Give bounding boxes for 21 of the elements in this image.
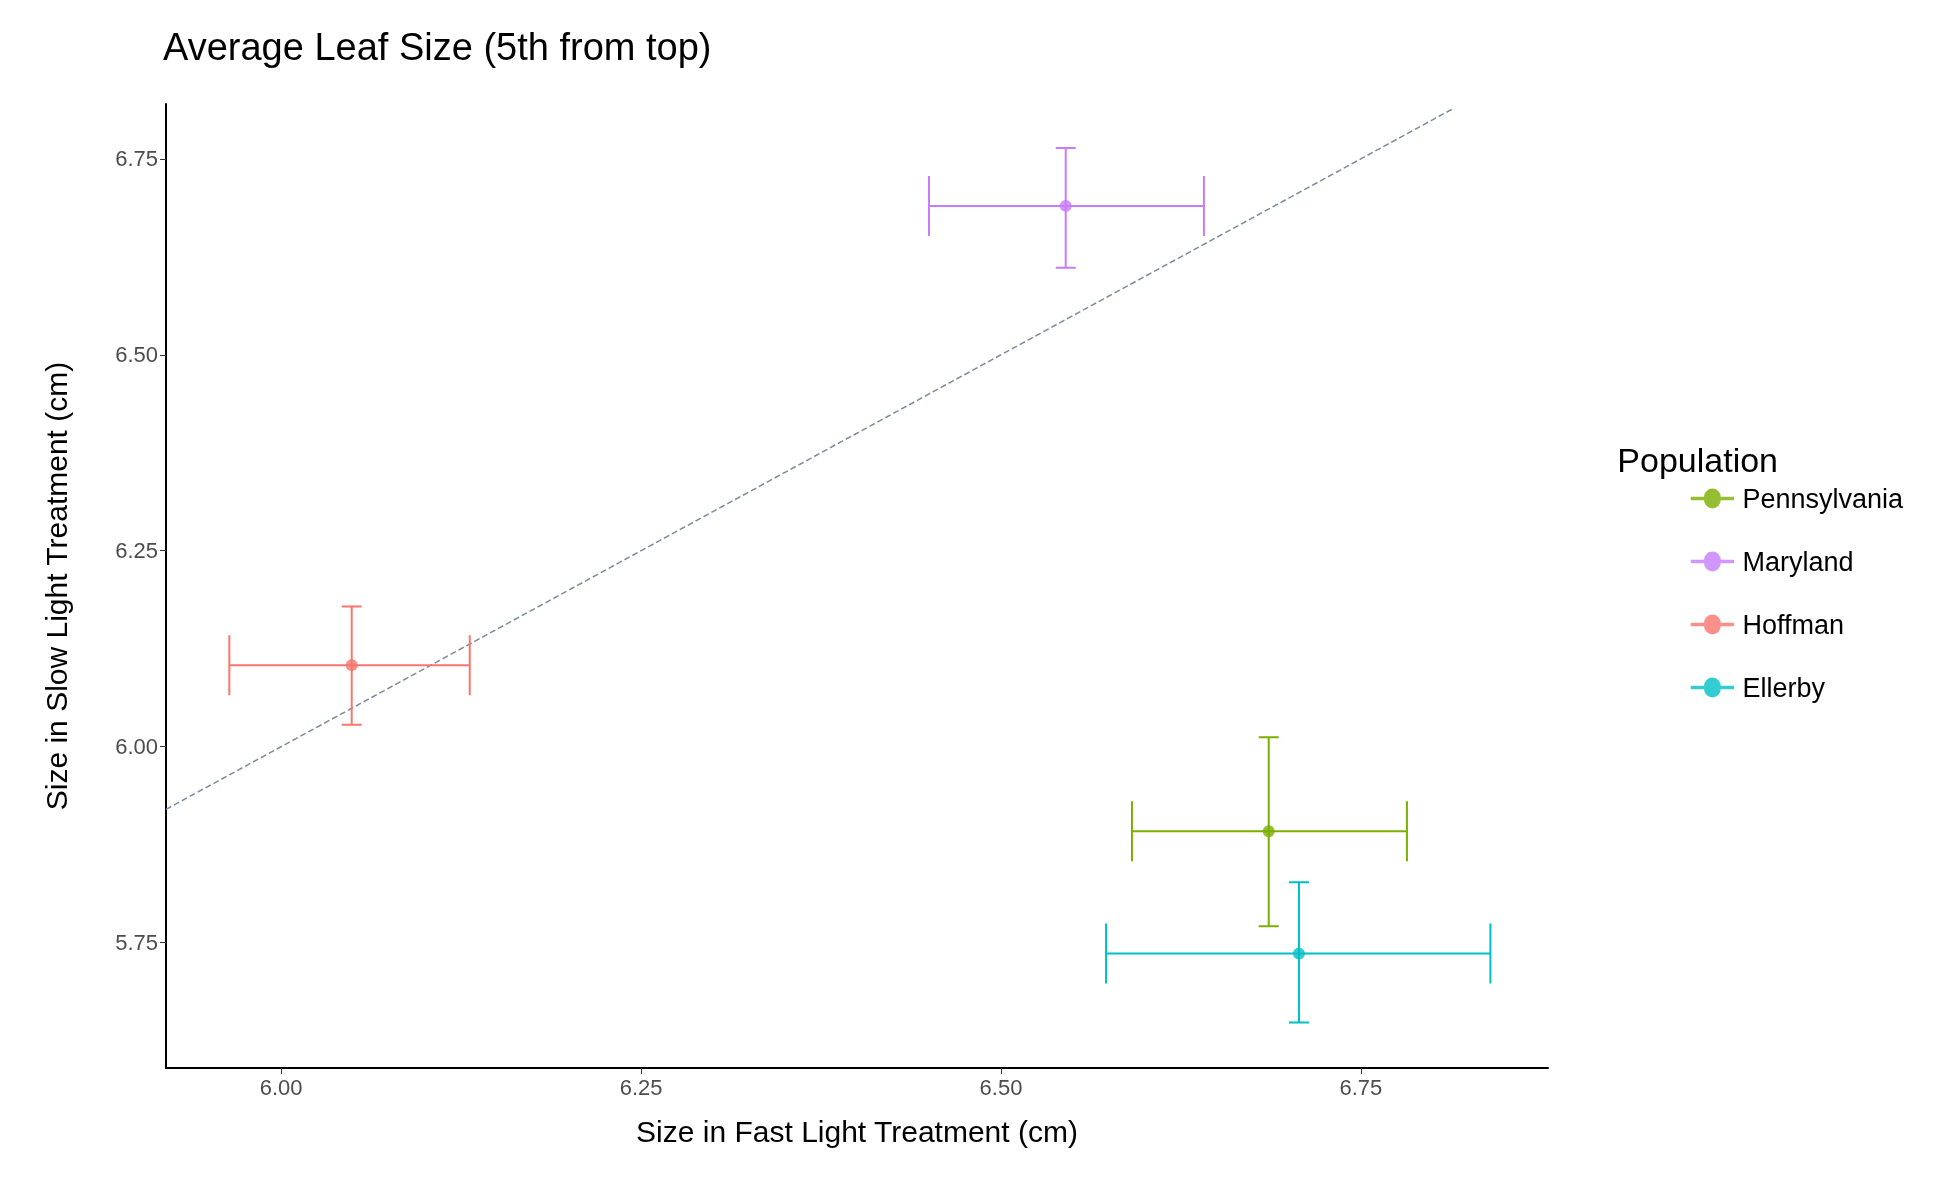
y-tick-label: 6.25 — [115, 538, 158, 564]
point — [1292, 947, 1305, 960]
y-axis-title: Size in Slow Light Treatment (cm) — [39, 361, 73, 811]
chart-title: Average Leaf Size (5th from top) — [163, 26, 712, 68]
legend-label: Ellerby — [1742, 672, 1826, 703]
point — [1262, 825, 1275, 838]
x-tick-label: 6.00 — [259, 1074, 303, 1100]
y-tick-label: 6.75 — [115, 146, 158, 172]
point — [345, 659, 358, 672]
legend-label: Pennsylvania — [1742, 483, 1904, 514]
legend-label: Hoffman — [1742, 609, 1844, 640]
x-tick-label: 6.75 — [1339, 1074, 1383, 1100]
y-tick-label: 6.50 — [115, 342, 158, 368]
y-tick-label: 5.75 — [115, 930, 158, 956]
y-tick-label: 6.00 — [115, 734, 158, 760]
legend-title: Population — [1617, 441, 1778, 479]
x-tick-label: 6.25 — [619, 1074, 663, 1100]
x-tick-label: 6.50 — [979, 1074, 1023, 1100]
legend-label: Maryland — [1742, 546, 1854, 577]
x-axis-title: Size in Fast Light Treatment (cm) — [636, 1114, 1078, 1148]
point — [1059, 199, 1072, 212]
